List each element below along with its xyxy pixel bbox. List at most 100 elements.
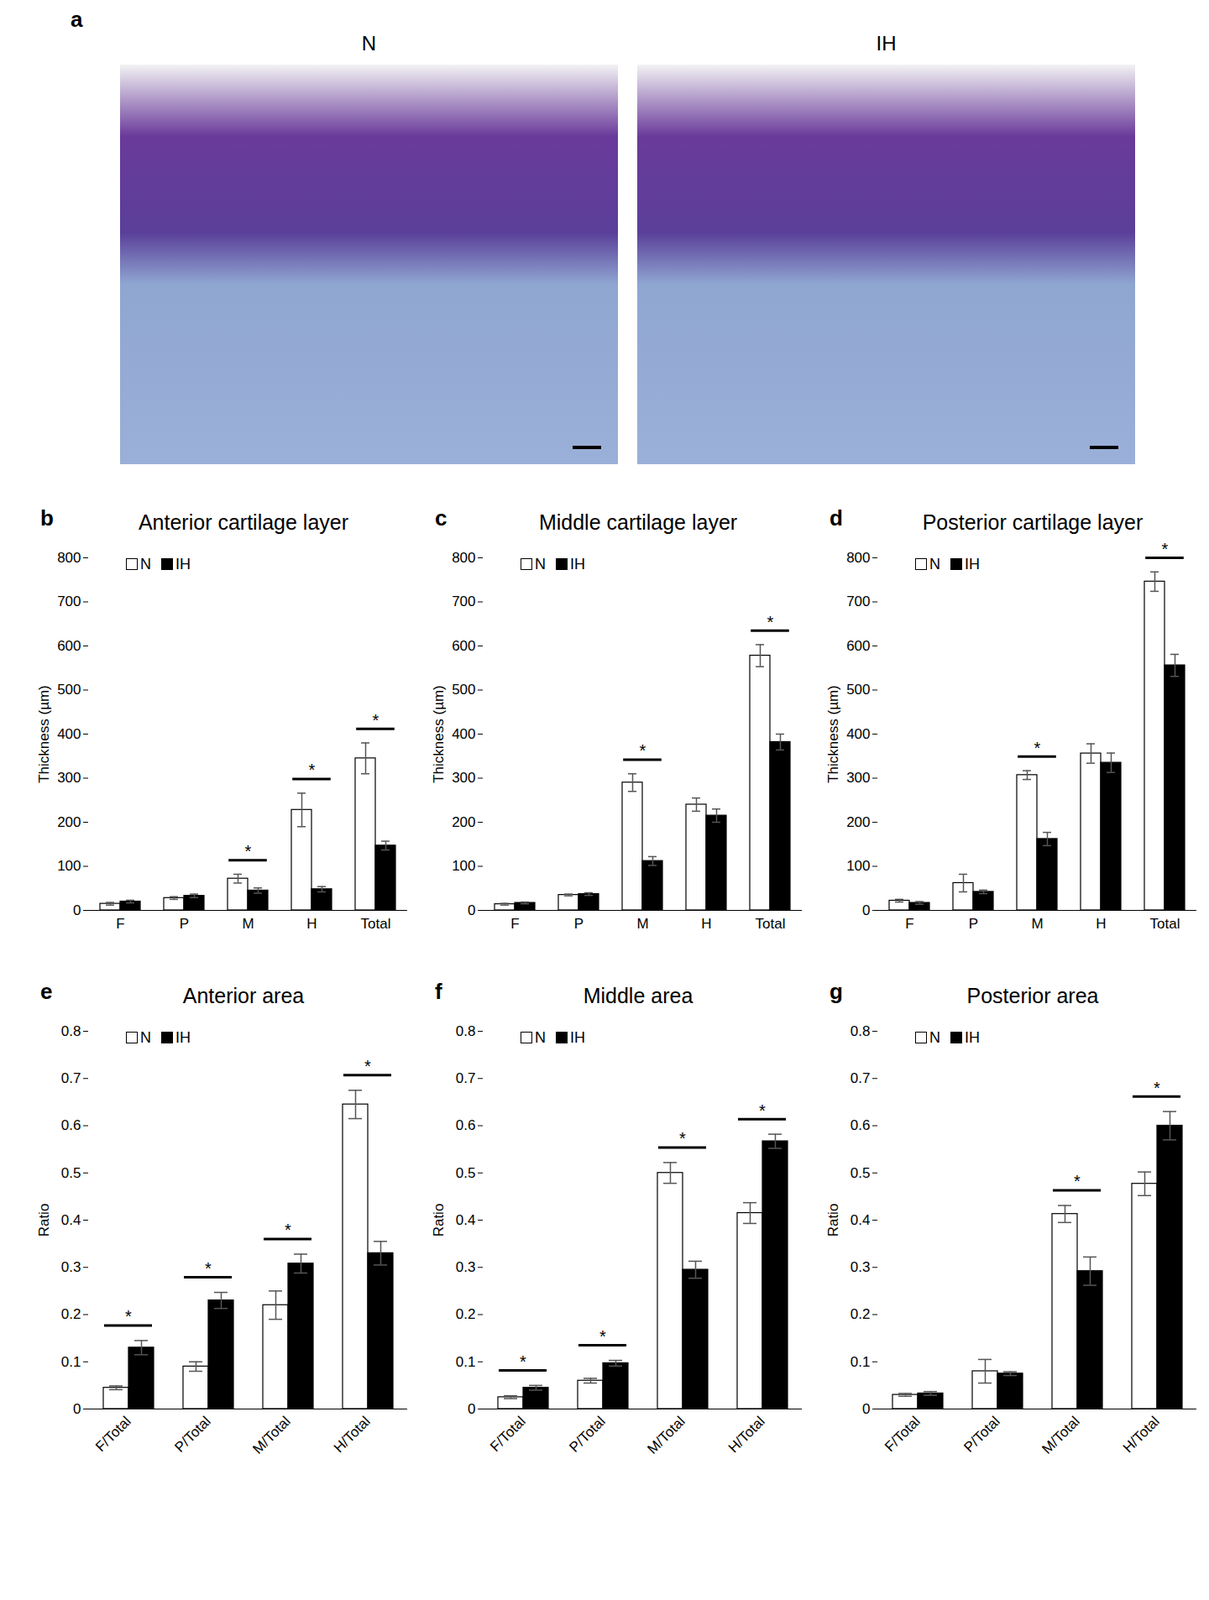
svg-text:800: 800: [57, 549, 81, 566]
svg-text:0.7: 0.7: [850, 1070, 871, 1087]
svg-text:P/Total: P/Total: [960, 1413, 1003, 1456]
svg-text:H/Total: H/Total: [330, 1413, 374, 1457]
svg-text:P: P: [968, 915, 979, 932]
svg-text:P/Total: P/Total: [171, 1413, 214, 1456]
svg-text:300: 300: [846, 769, 870, 786]
svg-text:0.5: 0.5: [850, 1165, 871, 1182]
svg-text:Ratio: Ratio: [825, 1203, 842, 1238]
svg-text:0.6: 0.6: [455, 1117, 477, 1134]
svg-text:*: *: [519, 1352, 527, 1372]
svg-text:0.7: 0.7: [455, 1070, 477, 1087]
svg-text:*: *: [284, 1220, 292, 1240]
svg-text:500: 500: [451, 681, 476, 698]
svg-text:Thickness (µm): Thickness (µm): [825, 685, 842, 784]
svg-text:H/Total: H/Total: [1120, 1413, 1163, 1457]
svg-text:0.2: 0.2: [61, 1306, 82, 1323]
svg-text:100: 100: [451, 858, 476, 875]
svg-text:0.7: 0.7: [61, 1070, 82, 1087]
svg-text:Thickness (µm): Thickness (µm): [430, 685, 447, 784]
svg-text:P: P: [179, 915, 189, 932]
svg-text:600: 600: [57, 638, 81, 655]
svg-text:0.1: 0.1: [61, 1354, 82, 1371]
svg-text:Total: Total: [1150, 915, 1181, 932]
svg-text:H/Total: H/Total: [725, 1413, 769, 1457]
svg-text:0.8: 0.8: [61, 1023, 82, 1040]
svg-text:*: *: [125, 1307, 132, 1326]
svg-text:*: *: [639, 741, 647, 760]
svg-text:500: 500: [57, 681, 81, 698]
svg-text:*: *: [204, 1259, 212, 1278]
svg-text:0: 0: [467, 902, 476, 919]
svg-text:0.3: 0.3: [61, 1259, 82, 1276]
svg-text:0.8: 0.8: [850, 1023, 871, 1040]
svg-text:M: M: [1031, 915, 1043, 932]
svg-text:F: F: [115, 915, 125, 932]
svg-text:0.1: 0.1: [850, 1354, 871, 1371]
svg-text:100: 100: [846, 858, 870, 875]
svg-text:*: *: [767, 612, 775, 632]
svg-text:*: *: [372, 711, 380, 730]
svg-text:*: *: [1153, 1078, 1161, 1098]
svg-text:M/Total: M/Total: [249, 1413, 294, 1458]
svg-text:0.5: 0.5: [455, 1165, 477, 1182]
svg-text:F: F: [510, 915, 519, 932]
svg-text:0: 0: [467, 1401, 476, 1418]
svg-text:*: *: [679, 1129, 686, 1148]
svg-text:*: *: [1161, 540, 1169, 559]
svg-text:400: 400: [451, 726, 476, 743]
svg-text:0.2: 0.2: [850, 1306, 871, 1323]
svg-text:H: H: [1095, 915, 1106, 932]
svg-text:Total: Total: [755, 915, 786, 932]
svg-text:400: 400: [846, 726, 870, 743]
svg-text:P/Total: P/Total: [565, 1413, 608, 1456]
svg-text:M: M: [636, 915, 649, 932]
svg-text:F/Total: F/Total: [881, 1413, 924, 1456]
svg-text:700: 700: [846, 593, 870, 610]
svg-text:300: 300: [451, 769, 476, 786]
svg-text:200: 200: [57, 814, 81, 831]
svg-text:500: 500: [846, 681, 870, 698]
svg-text:300: 300: [57, 769, 81, 786]
svg-text:0.6: 0.6: [850, 1117, 871, 1134]
svg-text:F/Total: F/Total: [92, 1413, 135, 1456]
svg-text:H: H: [306, 915, 317, 932]
svg-text:M/Total: M/Total: [1038, 1413, 1083, 1458]
svg-text:*: *: [245, 842, 252, 861]
svg-text:400: 400: [57, 726, 81, 743]
svg-text:700: 700: [451, 593, 476, 610]
svg-text:0: 0: [862, 1401, 870, 1418]
svg-text:0.5: 0.5: [61, 1165, 82, 1182]
svg-text:100: 100: [57, 858, 81, 875]
svg-text:*: *: [364, 1057, 372, 1076]
svg-text:P: P: [574, 915, 584, 932]
svg-text:Ratio: Ratio: [36, 1203, 53, 1238]
svg-text:*: *: [599, 1327, 607, 1346]
svg-text:200: 200: [846, 814, 870, 831]
svg-text:0.3: 0.3: [850, 1259, 871, 1276]
svg-text:0: 0: [73, 1401, 81, 1418]
svg-text:0: 0: [73, 902, 81, 919]
svg-text:0.8: 0.8: [455, 1023, 477, 1040]
svg-text:*: *: [308, 760, 316, 780]
svg-text:Thickness (µm): Thickness (µm): [36, 685, 53, 784]
svg-text:H: H: [701, 915, 712, 932]
svg-text:*: *: [758, 1101, 766, 1121]
svg-text:Ratio: Ratio: [430, 1203, 447, 1238]
svg-text:200: 200: [451, 814, 476, 831]
svg-text:0.3: 0.3: [455, 1259, 477, 1276]
svg-text:700: 700: [57, 593, 81, 610]
svg-text:0.2: 0.2: [455, 1306, 477, 1323]
svg-text:Total: Total: [361, 915, 392, 932]
svg-text:0.4: 0.4: [61, 1212, 82, 1229]
svg-text:800: 800: [846, 549, 870, 566]
svg-text:0.1: 0.1: [455, 1354, 477, 1371]
svg-text:800: 800: [451, 549, 476, 566]
svg-text:0.6: 0.6: [61, 1117, 82, 1134]
svg-text:0: 0: [862, 902, 870, 919]
svg-text:0.4: 0.4: [850, 1212, 871, 1229]
svg-text:F: F: [905, 915, 914, 932]
svg-text:600: 600: [846, 638, 870, 655]
svg-text:*: *: [1034, 738, 1042, 758]
svg-text:0.4: 0.4: [455, 1212, 477, 1229]
svg-text:M/Total: M/Total: [643, 1413, 688, 1458]
